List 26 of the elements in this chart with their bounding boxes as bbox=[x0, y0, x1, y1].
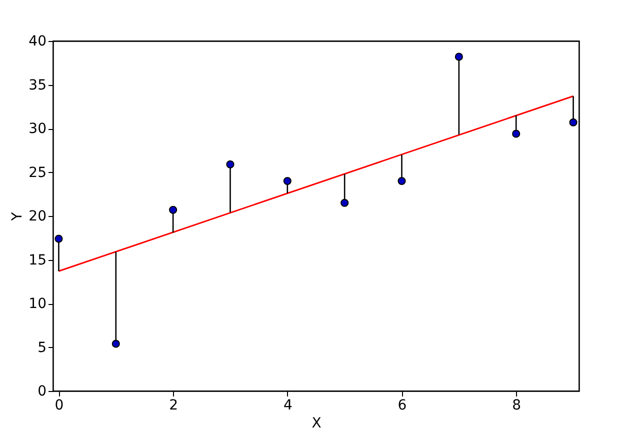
y-tick-label: 30 bbox=[28, 121, 46, 137]
point bbox=[54, 234, 63, 243]
point bbox=[283, 176, 292, 186]
point bbox=[169, 206, 178, 214]
y-tick-label: 15 bbox=[28, 252, 46, 268]
point bbox=[226, 160, 234, 168]
point bbox=[454, 52, 463, 61]
point bbox=[569, 118, 578, 126]
x-tick-label: 2 bbox=[169, 398, 178, 414]
point bbox=[398, 176, 406, 186]
y-tick-label: 20 bbox=[28, 208, 46, 224]
x-tick-label: 6 bbox=[398, 398, 407, 414]
y-tick-label: 25 bbox=[28, 164, 46, 181]
x-tick-label: 4 bbox=[283, 398, 292, 414]
y-axis-title: Y bbox=[10, 212, 26, 222]
y-tick-label: 40 bbox=[28, 34, 46, 50]
y-tick-label: 10 bbox=[28, 296, 46, 312]
y-tick-label: 5 bbox=[38, 340, 46, 356]
y-tick-label: 35 bbox=[28, 77, 46, 94]
point bbox=[340, 198, 349, 207]
x-tick-label: 8 bbox=[512, 398, 522, 414]
point bbox=[112, 340, 120, 348]
x-axis-title: X bbox=[312, 416, 322, 432]
point bbox=[512, 130, 520, 138]
y-tick-label: 0 bbox=[38, 384, 46, 400]
x-tick-label: 0 bbox=[54, 398, 64, 414]
